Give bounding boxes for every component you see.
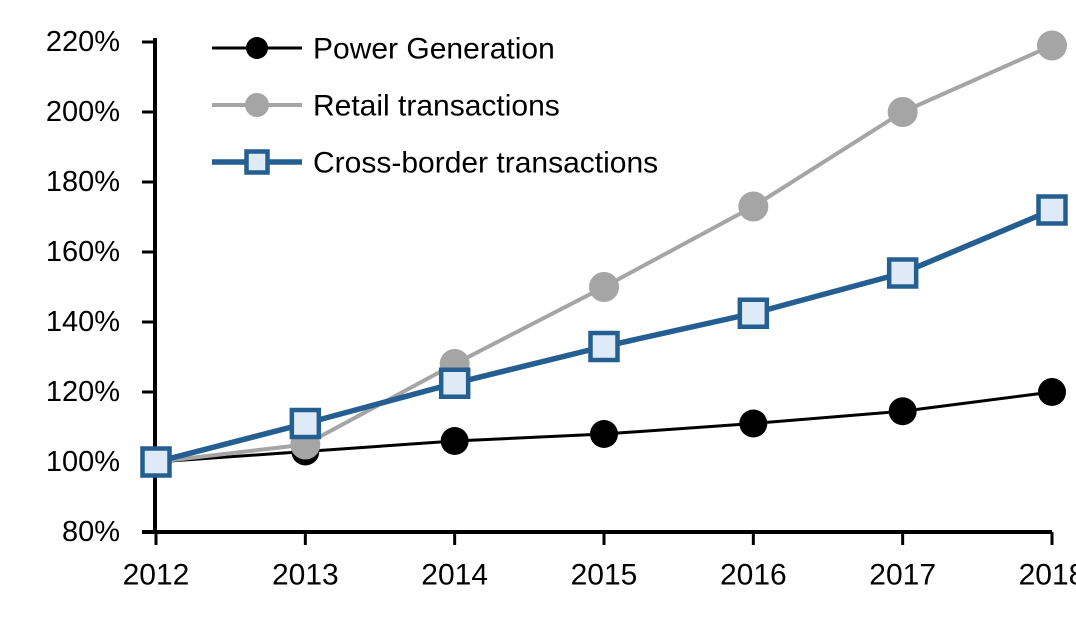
data-point-marker-square	[886, 257, 919, 289]
x-axis-tick-label: 2013	[272, 559, 339, 592]
x-axis-tick-label: 2016	[720, 559, 787, 592]
x-axis-tick-label: 2014	[421, 559, 488, 592]
y-axis-tick-label: 120%	[46, 376, 120, 408]
series-power-generation	[142, 378, 1066, 476]
x-axis-tick-label: 2018	[1019, 559, 1076, 592]
y-axis-tick-label: 200%	[46, 96, 120, 128]
axes: 80% 100% 120% 140% 160% 180% 200% 220% 2012 2013 2…	[46, 26, 1076, 592]
data-point-marker-square	[244, 149, 270, 175]
series-cross-border-transactions	[140, 194, 1068, 478]
series-retail-transactions	[141, 30, 1067, 477]
y-axis-tick-label: 140%	[46, 306, 120, 338]
data-point-marker-circle	[440, 427, 469, 455]
x-axis-tick-label: 2012	[123, 559, 190, 592]
y-axis-tick-label: 220%	[46, 26, 120, 58]
data-point-marker-square	[1036, 194, 1068, 226]
legend-label: Cross-border transactions	[313, 147, 658, 180]
y-axis-tick-label: 180%	[46, 166, 120, 198]
data-point-marker-square	[737, 297, 770, 329]
y-axis-tick-label: 100%	[46, 446, 120, 478]
data-point-marker-square	[289, 407, 322, 440]
data-point-marker-circle	[739, 409, 768, 438]
data-point-marker-circle	[888, 397, 917, 426]
legend-label: Power Generation	[313, 33, 555, 66]
legend-item-power-generation: Power Generation	[212, 33, 555, 66]
data-point-marker-circle	[887, 97, 918, 127]
y-axis-tick-label: 160%	[46, 236, 120, 268]
indexed-growth-line-chart: 80% 100% 120% 140% 160% 180% 200% 220% 2012 2013 2…	[40, 16, 1076, 606]
legend-label: Retail transactions	[313, 90, 560, 123]
data-point-marker-circle	[246, 37, 268, 59]
data-point-marker-circle	[590, 420, 618, 448]
x-axis-tick-label: 2017	[869, 559, 936, 592]
data-point-marker-square	[140, 446, 172, 478]
data-point-marker-square	[438, 367, 471, 399]
x-axis-tick-label: 2015	[571, 559, 638, 592]
y-axis-tick-label: 80%	[62, 516, 120, 548]
data-point-marker-circle	[589, 272, 619, 302]
legend-item-retail-transactions: Retail transactions	[212, 90, 560, 123]
data-point-marker-circle	[245, 93, 269, 117]
data-point-marker-circle	[1037, 30, 1067, 61]
data-point-marker-square	[588, 330, 620, 363]
data-point-marker-circle	[738, 191, 769, 222]
line-chart-canvas: 80% 100% 120% 140% 160% 180% 200% 220% 2012 2013 2…	[46, 26, 1076, 592]
legend-item-cross-border-transactions: Cross-border transactions	[212, 147, 658, 180]
legend: Power Generation Retail transactions Cross…	[212, 33, 658, 180]
data-point-marker-circle	[1038, 378, 1066, 406]
series-line-retail-transactions	[154, 43, 1054, 464]
